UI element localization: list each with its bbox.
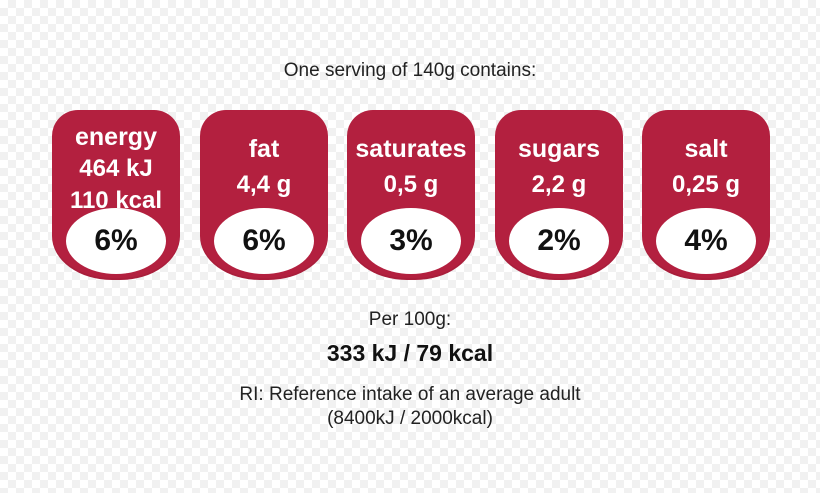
badge-sugars-value: 2,2 g <box>531 171 587 198</box>
nutrition-badges: energy 464 kJ 110 kcal 6% fat 4,4 g 6% s… <box>0 110 820 290</box>
badge-saturates-name: saturates <box>355 135 467 163</box>
reference-intake-note: RI: Reference intake of an average adult… <box>0 383 820 431</box>
badge-sugars-name: sugars <box>518 135 600 163</box>
per-100g-value: 333 kJ / 79 kcal <box>326 340 494 366</box>
badge-salt-percent: 4% <box>656 208 756 274</box>
reference-intake-line2: (8400kJ / 2000kcal) <box>327 408 493 429</box>
badge-sugars: sugars 2,2 g 2% <box>495 110 623 280</box>
badge-salt: salt 0,25 g 4% <box>642 110 770 280</box>
badge-saturates: saturates 0,5 g 3% <box>347 110 475 280</box>
per-100g-label: Per 100g: <box>368 309 452 330</box>
badge-energy-kj: 464 kJ <box>79 155 153 182</box>
badge-salt-name: salt <box>684 135 728 163</box>
badge-energy-percent: 6% <box>66 208 166 274</box>
badge-salt-value: 0,25 g <box>671 171 741 198</box>
badge-fat-name: fat <box>248 135 280 163</box>
badge-fat: fat 4,4 g 6% <box>200 110 328 280</box>
badge-sugars-percent: 2% <box>509 208 609 274</box>
serving-text: One serving of 140g contains: <box>283 60 537 81</box>
badge-energy: energy 464 kJ 110 kcal 6% <box>52 110 180 280</box>
badge-fat-value: 4,4 g <box>236 171 292 198</box>
badge-saturates-value: 0,5 g <box>383 171 439 198</box>
reference-intake-line1: RI: Reference intake of an average adult <box>239 384 581 405</box>
badge-saturates-percent: 3% <box>361 208 461 274</box>
badge-fat-percent: 6% <box>214 208 314 274</box>
badge-energy-name: energy <box>75 123 157 151</box>
